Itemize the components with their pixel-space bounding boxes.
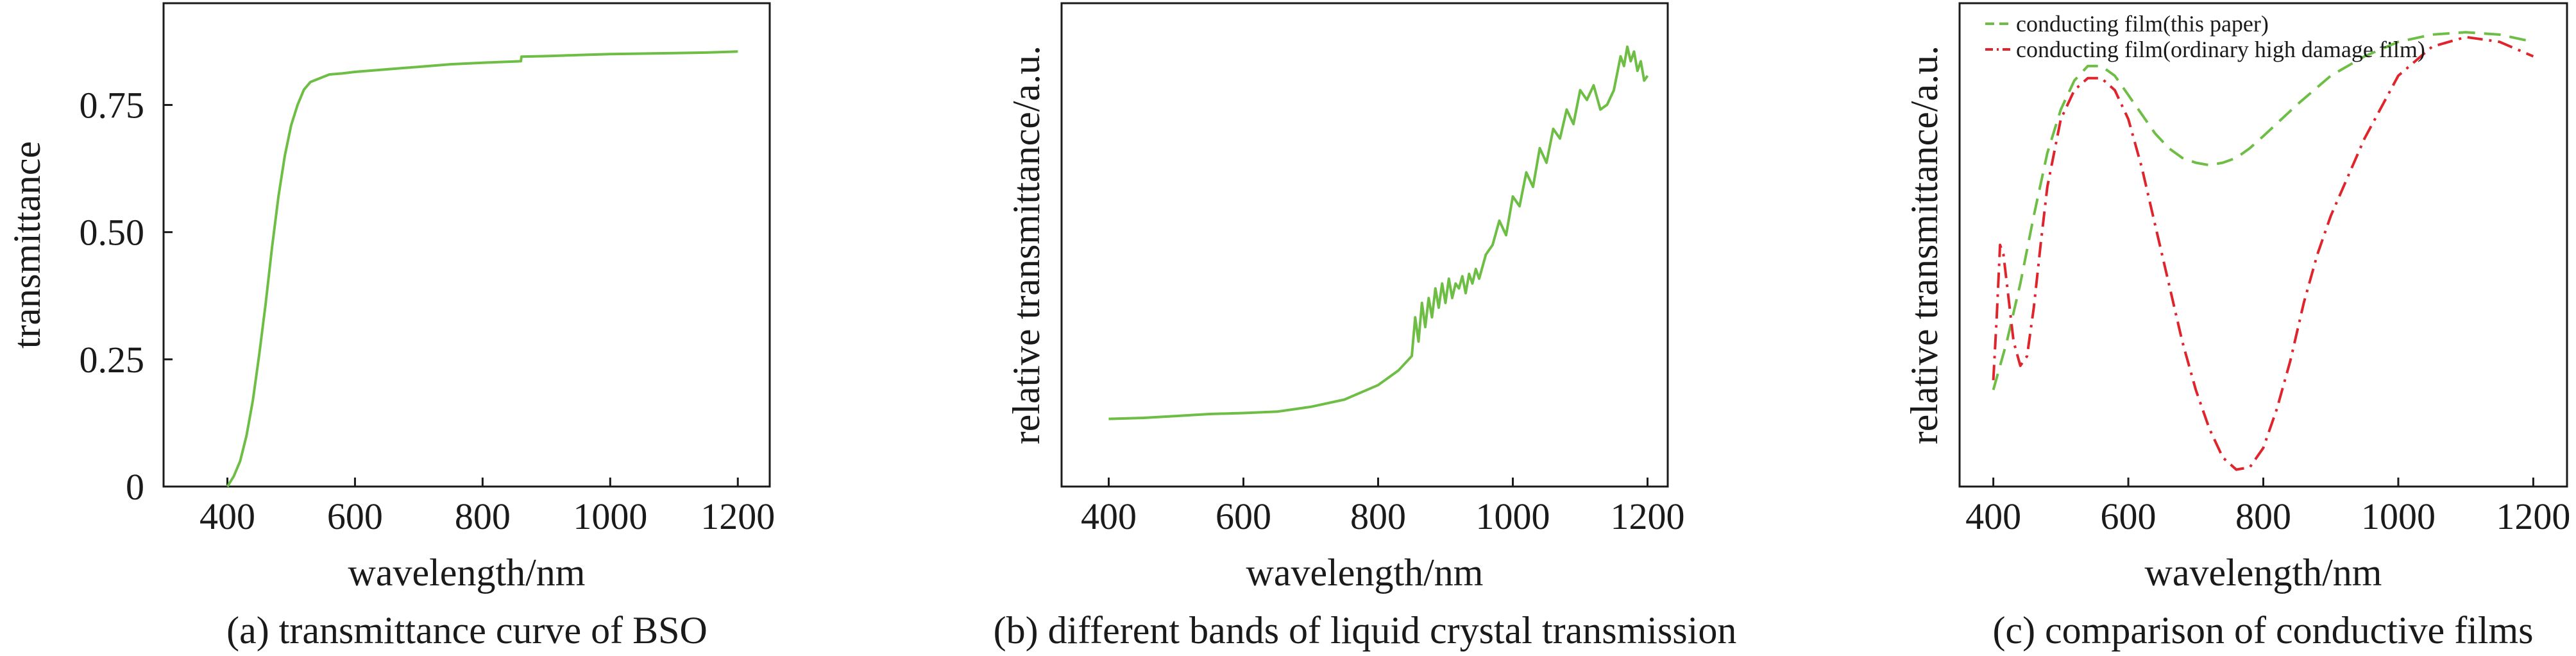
x-axis-label: wavelength/nm	[2145, 551, 2382, 594]
x-tick-label: 800	[455, 496, 511, 537]
series-line-1	[1992, 31, 2534, 390]
x-axis-label: wavelength/nm	[1246, 551, 1484, 594]
x-tick-label: 1000	[1476, 496, 1550, 537]
x-tick-label: 400	[1081, 496, 1137, 537]
y-tick-label: 0.50	[80, 212, 145, 254]
x-tick-label: 600	[327, 496, 383, 537]
x-tick-label: 800	[2235, 496, 2291, 537]
y-tick-label: 0.25	[80, 339, 145, 381]
series-line-1	[1108, 45, 1649, 420]
chart-caption: (b) different bands of liquid crystal tr…	[994, 609, 1737, 652]
x-axis-label: wavelength/nm	[348, 551, 586, 594]
x-tick-label: 1200	[700, 496, 775, 537]
legend-entry: conducting film(ordinary high damage fil…	[2016, 37, 2425, 62]
x-tick-label: 1000	[2361, 496, 2436, 537]
x-tick-label: 600	[1216, 496, 1271, 537]
plot-frame	[1060, 2, 1669, 488]
y-tick-label: 0.75	[80, 85, 145, 126]
x-tick-label: 600	[2101, 496, 2157, 537]
chart-panel-3: 400 600 800 1000 1200 wavelength/nm relative t…	[1903, 2, 2570, 652]
x-tick-label: 400	[199, 496, 255, 537]
chart-caption: (c) comparison of conductive films	[1992, 609, 2533, 652]
chart-panel-1: 400 600 800 1000 1200 0 0.25 0.50 0.75 wavelength…	[6, 2, 775, 652]
y-axis-label: relative transmittance/a.u.	[1903, 46, 1945, 444]
y-tick-label: 0	[126, 466, 144, 508]
series-line-1	[226, 50, 738, 488]
x-tick-label: 800	[1350, 496, 1406, 537]
plot-frame	[1958, 2, 2568, 488]
chart-panel-2: 400 600 800 1000 1200 wavelength/nm relative t…	[994, 2, 1737, 652]
x-tick-label: 1200	[2496, 496, 2570, 537]
x-tick-label: 400	[1965, 496, 2021, 537]
x-tick-label: 1000	[573, 496, 647, 537]
series-line-2	[1992, 35, 2534, 471]
x-tick-label: 1200	[1611, 496, 1685, 537]
plot-frame	[162, 2, 771, 488]
legend-entry: conducting film(this paper)	[2016, 11, 2269, 37]
y-axis-label: relative transmittance/a.u.	[1005, 46, 1047, 444]
chart-caption: (a) transmittance curve of BSO	[226, 609, 708, 652]
y-axis-label: transmittance	[6, 141, 48, 349]
